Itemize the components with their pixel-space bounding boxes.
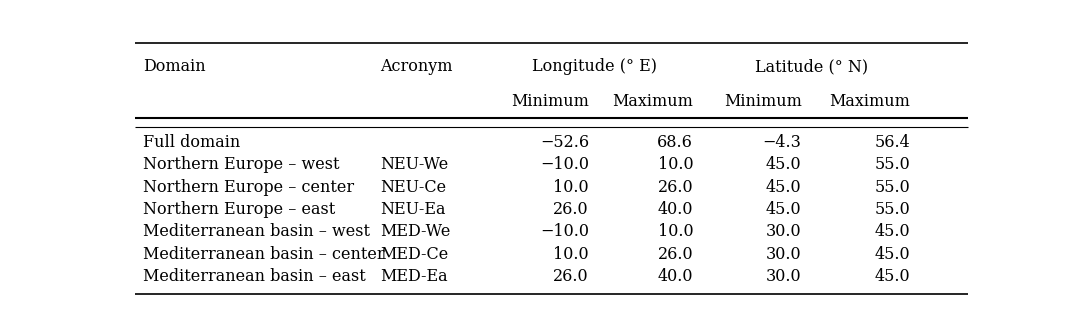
- Text: −52.6: −52.6: [540, 134, 589, 151]
- Text: 45.0: 45.0: [766, 156, 802, 173]
- Text: 26.0: 26.0: [657, 245, 693, 262]
- Text: Domain: Domain: [143, 58, 206, 75]
- Text: −10.0: −10.0: [540, 223, 589, 240]
- Text: 55.0: 55.0: [875, 201, 910, 218]
- Text: MED-Ce: MED-Ce: [381, 245, 449, 262]
- Text: 45.0: 45.0: [875, 245, 910, 262]
- Text: Northern Europe – east: Northern Europe – east: [143, 201, 335, 218]
- Text: 55.0: 55.0: [875, 178, 910, 196]
- Text: Mediterranean basin – west: Mediterranean basin – west: [143, 223, 370, 240]
- Text: 45.0: 45.0: [875, 223, 910, 240]
- Text: 68.6: 68.6: [657, 134, 693, 151]
- Text: 10.0: 10.0: [657, 156, 693, 173]
- Text: NEU-Ea: NEU-Ea: [381, 201, 445, 218]
- Text: NEU-Ce: NEU-Ce: [381, 178, 447, 196]
- Text: 30.0: 30.0: [766, 245, 802, 262]
- Text: Mediterranean basin – east: Mediterranean basin – east: [143, 268, 366, 285]
- Text: 40.0: 40.0: [657, 268, 693, 285]
- Text: 45.0: 45.0: [875, 268, 910, 285]
- Text: −4.3: −4.3: [763, 134, 802, 151]
- Text: Northern Europe – west: Northern Europe – west: [143, 156, 339, 173]
- Text: Northern Europe – center: Northern Europe – center: [143, 178, 354, 196]
- Text: −10.0: −10.0: [540, 156, 589, 173]
- Text: Minimum: Minimum: [724, 93, 802, 110]
- Text: 26.0: 26.0: [553, 201, 589, 218]
- Text: 26.0: 26.0: [553, 268, 589, 285]
- Text: NEU-We: NEU-We: [381, 156, 449, 173]
- Text: 10.0: 10.0: [553, 178, 589, 196]
- Text: MED-Ea: MED-Ea: [381, 268, 448, 285]
- Text: Longitude (° E): Longitude (° E): [533, 58, 657, 75]
- Text: 55.0: 55.0: [875, 156, 910, 173]
- Text: Maximum: Maximum: [612, 93, 693, 110]
- Text: Mediterranean basin – center: Mediterranean basin – center: [143, 245, 384, 262]
- Text: MED-We: MED-We: [381, 223, 451, 240]
- Text: Full domain: Full domain: [143, 134, 240, 151]
- Text: 30.0: 30.0: [766, 268, 802, 285]
- Text: Latitude (° N): Latitude (° N): [755, 58, 868, 75]
- Text: 40.0: 40.0: [657, 201, 693, 218]
- Text: Acronym: Acronym: [381, 58, 453, 75]
- Text: 45.0: 45.0: [766, 201, 802, 218]
- Text: 26.0: 26.0: [657, 178, 693, 196]
- Text: 30.0: 30.0: [766, 223, 802, 240]
- Text: Maximum: Maximum: [830, 93, 910, 110]
- Text: Minimum: Minimum: [511, 93, 589, 110]
- Text: 10.0: 10.0: [657, 223, 693, 240]
- Text: 10.0: 10.0: [553, 245, 589, 262]
- Text: 45.0: 45.0: [766, 178, 802, 196]
- Text: 56.4: 56.4: [875, 134, 910, 151]
